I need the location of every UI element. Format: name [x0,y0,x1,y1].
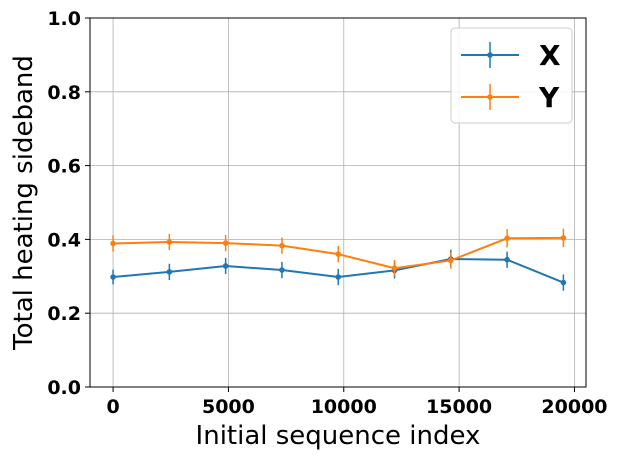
x-tick-label: 10000 [311,396,377,418]
y-tick-label: 0.4 [47,229,81,251]
data-point [448,257,454,264]
data-point [504,235,510,242]
legend-label: X [539,39,561,72]
x-tick-label: 0 [106,396,119,418]
y-axis-title: Total heating sideband [9,55,39,351]
x-axis-title: Initial sequence index [196,421,481,451]
legend-marker [487,52,493,58]
x-tick-label: 5000 [202,396,255,418]
y-tick-label: 0.8 [47,82,81,104]
data-point [279,267,285,273]
legend-entry-y: Y [461,81,560,114]
data-point [560,279,567,286]
plot-series [110,228,567,291]
legend-label: Y [538,81,560,114]
legend: XY [450,27,573,124]
data-point [335,274,342,280]
data-point [222,240,229,246]
legend-box [450,27,573,124]
legend-marker [487,94,493,100]
ticks: 0 5000 10000 15000 20000 0.0 0.2 0.4 0.6 0.8 1.0 [47,8,607,418]
y-tick-label: 1.0 [47,8,81,30]
y-tick-label: 0.6 [47,156,81,178]
y-tick-label: 0.0 [47,377,81,399]
x-tick-label: 15000 [426,396,492,418]
data-point [560,235,567,241]
data-point [391,265,398,271]
legend-entry-x: X [461,39,561,72]
data-point [504,256,510,263]
data-point [279,242,285,249]
data-point [166,269,173,275]
y-tick-label: 0.2 [47,303,81,325]
x-tick-label: 20000 [541,396,607,418]
data-point [110,240,116,247]
data-point [166,239,173,245]
series-y [110,228,567,277]
data-point [222,263,229,269]
data-point [335,251,342,257]
data-point [110,274,116,280]
axes-frame [89,17,587,388]
